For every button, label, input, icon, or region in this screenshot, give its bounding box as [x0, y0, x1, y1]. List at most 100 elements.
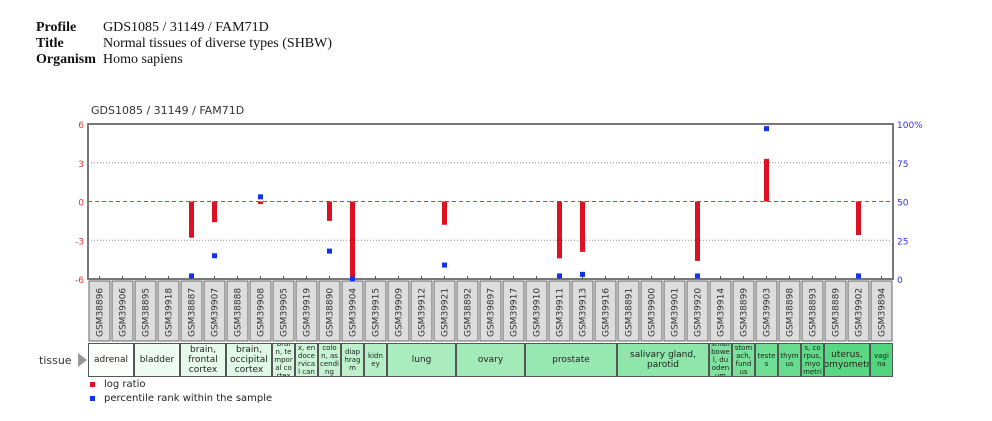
log-ratio-bar [189, 201, 194, 238]
sample-box [157, 280, 180, 342]
sample-box [295, 280, 318, 342]
tissue-row-label: tissue [39, 353, 87, 367]
percentile-point [764, 126, 769, 132]
sample-label: GSM38893 [809, 288, 819, 337]
sample-box [203, 280, 226, 342]
organism-label: Organism [36, 52, 96, 67]
legend-red-square-icon [90, 382, 95, 387]
sample-label: GSM39913 [579, 288, 589, 337]
log-ratio-bar [258, 201, 263, 205]
sample-box [525, 280, 548, 342]
y-tick-label: -3 [75, 237, 84, 247]
sample-box [778, 280, 801, 342]
tissue-name: brain, frontal cortex [188, 345, 218, 375]
tissue-name: vagina [874, 352, 889, 368]
y-tick-label: 3 [78, 160, 84, 170]
sample-box [870, 280, 893, 342]
sample-box [709, 280, 732, 342]
y2-tick-label: 75 [897, 160, 908, 170]
tissue-group: kidney [364, 343, 387, 377]
y-tick-label: -6 [75, 276, 84, 286]
tissue-name: salivary gland, parotid [630, 350, 696, 370]
tissue-group: testes [755, 343, 778, 377]
tissue-name: testes [757, 352, 776, 368]
chart-title: GDS1085 / 31149 / FAM71D [91, 104, 244, 117]
sample-label: GSM38891 [625, 288, 635, 337]
percentile-point [350, 276, 355, 282]
sample-box [640, 280, 663, 342]
sample-label: GSM39920 [694, 288, 704, 337]
legend-label: log ratio [104, 379, 146, 390]
sample-label: GSM38890 [326, 288, 336, 337]
sample-box [847, 280, 870, 342]
y-tick-label: 0 [78, 199, 84, 209]
profile-value: GDS1085 / 31149 / FAM71D [103, 20, 269, 35]
sample-box [111, 280, 134, 342]
tissue-group: ovary [456, 343, 525, 377]
sample-label: GSM39909 [395, 288, 405, 337]
sample-label: GSM39908 [257, 288, 267, 337]
log-ratio-bar [557, 201, 562, 259]
sample-label: GSM38888 [234, 288, 244, 337]
sample-label: GSM38898 [786, 288, 796, 337]
sample-box [686, 280, 709, 342]
profile-header: Profile GDS1085 / 31149 / FAM71D Title Nor… [36, 20, 332, 68]
tissue-group: cervix, endocervical canal [295, 343, 318, 377]
sample-label: GSM39897 [487, 288, 497, 337]
sample-label: GSM38887 [188, 288, 198, 337]
tissue-name: bladder [139, 355, 175, 365]
profile-label: Profile [36, 20, 77, 35]
sample-label: GSM39914 [717, 288, 727, 337]
sample-label: GSM39919 [303, 288, 313, 337]
sample-box [732, 280, 755, 342]
legend-label: percentile rank within the sample [104, 393, 273, 404]
tissue-group: diaphragm [341, 343, 364, 377]
sample-box [479, 280, 502, 342]
sample-box [571, 280, 594, 342]
sample-label: GSM39902 [855, 288, 865, 337]
percentile-point [189, 273, 194, 279]
sample-box [548, 280, 571, 342]
tissue-name: diaphragm [344, 348, 361, 372]
sample-box [410, 280, 433, 342]
tissue-name: uterus, endomyometrium [824, 350, 870, 370]
tissue-group: brain, occipital cortex [226, 343, 272, 377]
y2-tick-label: 50 [897, 199, 909, 209]
sample-box [502, 280, 525, 342]
sample-box [364, 280, 387, 342]
tissue-name: colon, ascending [320, 344, 339, 376]
sample-label: GSM39910 [533, 288, 543, 337]
tissue-name: prostate [552, 355, 590, 365]
tissue-group: adrenal [88, 343, 134, 377]
log-ratio-bar [580, 201, 585, 252]
tissue-name: stomach, fundus [734, 344, 753, 376]
title-value: Normal tissues of diverse types (SHBW) [103, 36, 333, 51]
log-ratio-bar [856, 201, 861, 236]
tissue-group: lung [387, 343, 456, 377]
sample-box [617, 280, 640, 342]
sample-box [824, 280, 847, 342]
sample-label: GSM39911 [556, 288, 566, 337]
log-ratio-bar [764, 158, 769, 202]
tissue-group: small bowel, duodenum [709, 343, 732, 377]
tissue-name: cervix, endocervical canal [297, 344, 316, 376]
sample-label: GSM39906 [119, 288, 129, 337]
log-ratio-bar [695, 201, 700, 261]
sample-label: GSM38892 [464, 288, 474, 337]
percentile-point [327, 248, 332, 254]
sample-box [663, 280, 686, 342]
y2-tick-label: 100% [897, 121, 923, 131]
percentile-point [442, 262, 447, 268]
percentile-point [856, 273, 861, 279]
sample-label: GSM38896 [96, 288, 106, 337]
y2-tick-label: 25 [897, 237, 908, 247]
triangle-right-icon [77, 353, 87, 367]
tissue-group: vagina [870, 343, 893, 377]
sample-label: GSM39905 [280, 288, 290, 337]
sample-box [249, 280, 272, 342]
legend-blue-square-icon [90, 396, 95, 401]
title-label: Title [36, 36, 64, 51]
tissue-group: thymus [778, 343, 801, 377]
tissue-group: uterus, endomyometrium [824, 343, 870, 377]
tissue-group: uterus, corpus, myometrium [801, 343, 824, 377]
